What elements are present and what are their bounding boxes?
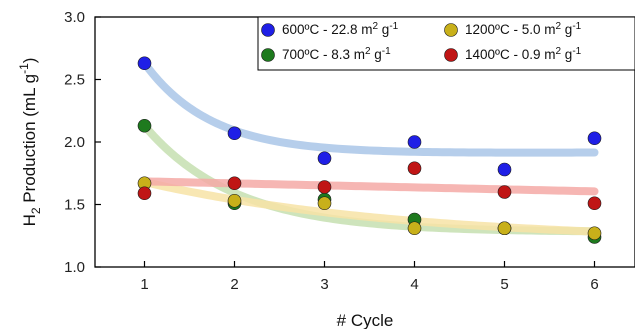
data-point (497, 221, 512, 236)
y-axis-title-sub: 2 (29, 207, 43, 214)
legend-label: 1400ºC - 0.9 m2 g-1 (465, 46, 582, 62)
y-axis-title-sup: -1 (17, 63, 31, 74)
y-axis-title-main: H (20, 214, 39, 226)
fit-curve (140, 177, 599, 196)
legend-marker (444, 48, 458, 62)
data-point (587, 196, 602, 211)
fit-curve (140, 59, 599, 157)
legend-label-part: g (371, 47, 382, 62)
x-tick-label: 1 (140, 276, 148, 293)
data-point (137, 186, 152, 201)
legend-item: 1400ºC - 0.9 m2 g-1 (444, 46, 582, 62)
legend-label: 1200ºC - 5.0 m2 g-1 (465, 21, 582, 37)
y-axis-title-close: ) (20, 58, 39, 64)
legend-label-part: 2 (365, 46, 371, 57)
data-points (137, 56, 602, 244)
legend-label: 600ºC - 22.8 m2 g-1 (282, 21, 399, 37)
legend-marker (261, 48, 275, 62)
data-point (227, 193, 242, 208)
data-point (227, 176, 242, 191)
y-axis-title-rest: Production (mL g (20, 74, 39, 208)
legend-item: 1200ºC - 5.0 m2 g-1 (444, 21, 582, 37)
data-point (587, 226, 602, 241)
legend-label-part: -1 (572, 46, 581, 57)
legend-label-part: g (378, 22, 389, 37)
data-point (317, 196, 332, 211)
legend-label-part: 2 (372, 21, 378, 32)
data-point (137, 56, 152, 71)
legend-marker (444, 23, 458, 37)
data-point (407, 161, 422, 176)
data-point (587, 131, 602, 146)
legend-label-part: 1400ºC - 0.9 m (465, 47, 555, 62)
legend-label-part: 1200ºC - 5.0 m (465, 22, 555, 37)
legend-label: 700ºC - 8.3 m2 g-1 (282, 46, 391, 62)
data-point (137, 118, 152, 133)
legend-label-part: 2 (555, 46, 561, 57)
legend-label-part: -1 (389, 21, 398, 32)
legend-label-part: -1 (572, 21, 581, 32)
legend-item: 700ºC - 8.3 m2 g-1 (261, 46, 391, 62)
legend-label-part: 700ºC - 8.3 m (282, 47, 365, 62)
data-point (497, 185, 512, 199)
legend-label-part: 2 (555, 21, 561, 32)
data-point (497, 162, 512, 177)
x-tick-label: 2 (230, 276, 238, 293)
fit-curves (140, 59, 599, 236)
axis-ticks: 1 2 3 4 5 6 1.0 1.5 2.0 2.5 3.0 (64, 9, 599, 293)
x-axis-title: # Cycle (337, 311, 394, 329)
legend-label-part: -1 (382, 46, 391, 57)
legend-label-part: g (561, 22, 572, 37)
y-tick-label: 1.0 (64, 259, 85, 276)
legend-marker (261, 23, 275, 37)
fit-curve (140, 178, 599, 236)
data-point (407, 135, 422, 149)
y-axis-title: H2 Production (mL g-1) (17, 58, 43, 227)
data-point (317, 180, 332, 194)
x-tick-label: 3 (320, 276, 328, 293)
legend: 600ºC - 22.8 m2 g-1 1200ºC - 5.0 m2 g-170… (257, 16, 635, 71)
x-tick-label: 4 (410, 276, 418, 293)
legend-item: 600ºC - 22.8 m2 g-1 (261, 21, 399, 37)
x-tick-label: 6 (590, 276, 598, 293)
y-tick-label: 3.0 (64, 9, 85, 26)
y-tick-label: 2.0 (64, 134, 85, 151)
data-point (227, 126, 242, 141)
data-point (407, 221, 422, 236)
data-point (317, 151, 332, 166)
legend-label-part: 600ºC - 22.8 m (282, 22, 372, 37)
y-tick-label: 1.5 (64, 197, 85, 214)
legend-label-part: g (561, 47, 572, 62)
x-tick-label: 5 (500, 276, 508, 293)
y-tick-label: 2.5 (64, 72, 85, 89)
